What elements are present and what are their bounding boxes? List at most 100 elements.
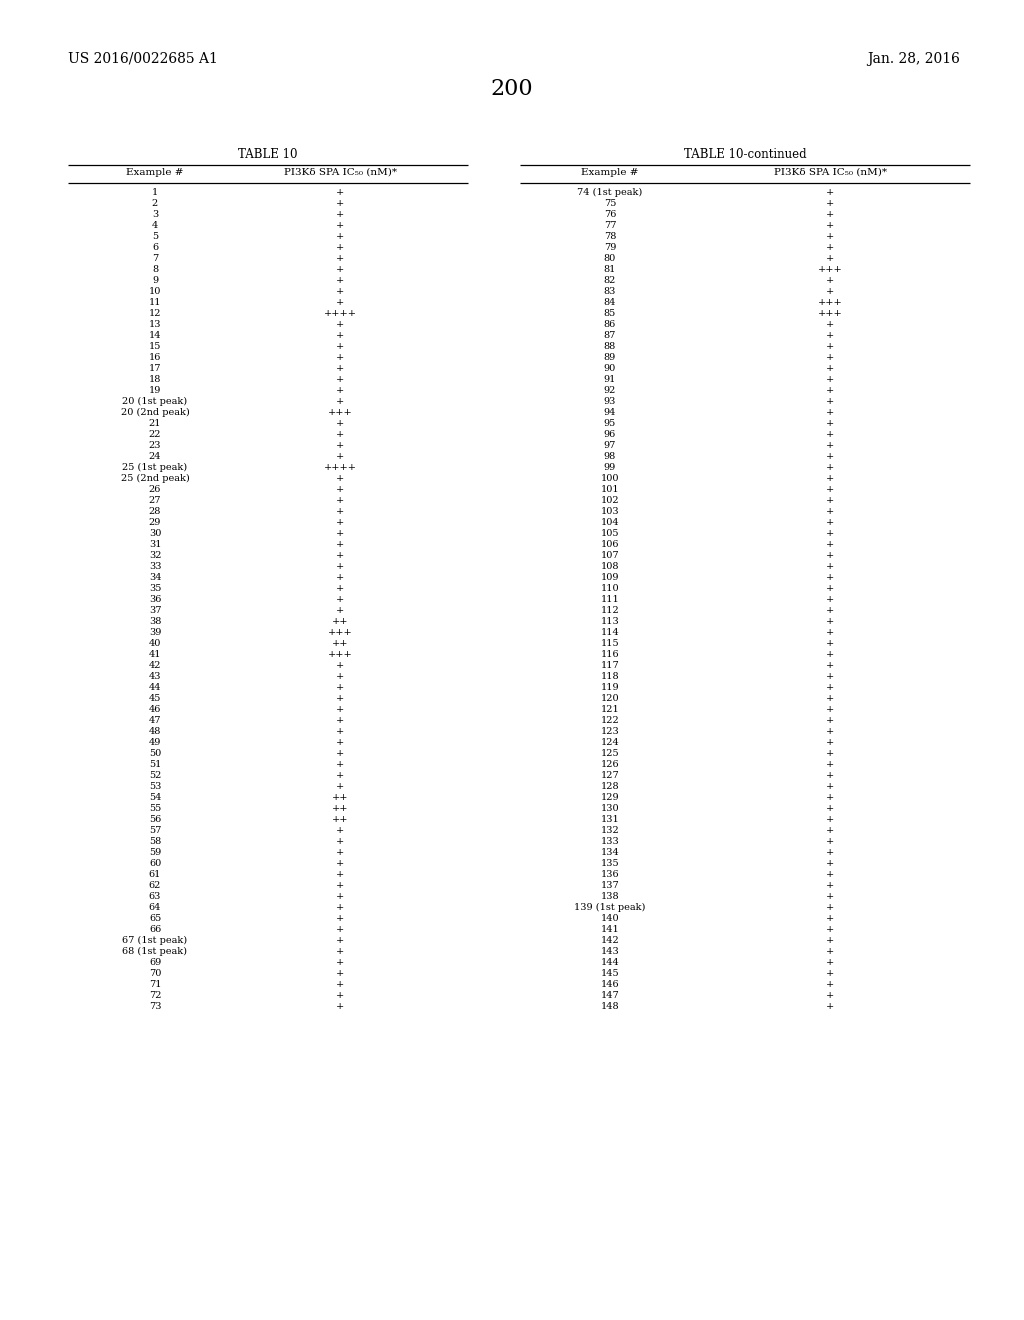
Text: +: + <box>826 979 835 989</box>
Text: +: + <box>336 298 344 308</box>
Text: +++: +++ <box>817 265 843 275</box>
Text: +: + <box>826 682 835 692</box>
Text: +: + <box>826 276 835 285</box>
Text: 4: 4 <box>152 220 158 230</box>
Text: 143: 143 <box>601 946 620 956</box>
Text: 140: 140 <box>601 913 620 923</box>
Text: +: + <box>826 583 835 593</box>
Text: 77: 77 <box>604 220 616 230</box>
Text: +: + <box>826 319 835 329</box>
Text: 50: 50 <box>148 748 161 758</box>
Text: +: + <box>336 474 344 483</box>
Text: +: + <box>336 991 344 1001</box>
Text: 111: 111 <box>601 595 620 605</box>
Text: +: + <box>826 793 835 803</box>
Text: 116: 116 <box>601 649 620 659</box>
Text: 19: 19 <box>148 385 161 395</box>
Text: +: + <box>336 265 344 275</box>
Text: +: + <box>336 540 344 549</box>
Text: 144: 144 <box>601 958 620 968</box>
Text: +: + <box>826 837 835 846</box>
Text: +: + <box>826 628 835 638</box>
Text: 73: 73 <box>148 1002 161 1011</box>
Text: 53: 53 <box>148 781 161 791</box>
Text: +: + <box>826 474 835 483</box>
Text: +: + <box>336 573 344 582</box>
Text: 24: 24 <box>148 451 161 461</box>
Text: 94: 94 <box>604 408 616 417</box>
Text: 70: 70 <box>148 969 161 978</box>
Text: +: + <box>826 661 835 671</box>
Text: +: + <box>336 738 344 747</box>
Text: +: + <box>336 253 344 263</box>
Text: 98: 98 <box>604 451 616 461</box>
Text: 135: 135 <box>601 859 620 869</box>
Text: 69: 69 <box>148 958 161 968</box>
Text: 68 (1st peak): 68 (1st peak) <box>123 946 187 956</box>
Text: 36: 36 <box>148 595 161 605</box>
Text: +: + <box>826 946 835 956</box>
Text: +: + <box>336 880 344 890</box>
Text: 89: 89 <box>604 352 616 362</box>
Text: 133: 133 <box>601 837 620 846</box>
Text: 80: 80 <box>604 253 616 263</box>
Text: 12: 12 <box>148 309 161 318</box>
Text: 44: 44 <box>148 682 161 692</box>
Text: +: + <box>826 606 835 615</box>
Text: 107: 107 <box>601 550 620 560</box>
Text: 87: 87 <box>604 331 616 341</box>
Text: 17: 17 <box>148 364 161 374</box>
Text: +: + <box>336 187 344 197</box>
Text: 63: 63 <box>148 892 161 902</box>
Text: +: + <box>336 232 344 242</box>
Text: +: + <box>826 715 835 725</box>
Text: +: + <box>336 892 344 902</box>
Text: 121: 121 <box>601 705 620 714</box>
Text: +: + <box>826 892 835 902</box>
Text: 122: 122 <box>601 715 620 725</box>
Text: ++: ++ <box>332 639 348 648</box>
Text: +: + <box>336 375 344 384</box>
Text: +: + <box>826 639 835 648</box>
Text: 82: 82 <box>604 276 616 285</box>
Text: PI3Kδ SPA IC₅₀ (nM)*: PI3Kδ SPA IC₅₀ (nM)* <box>284 168 396 177</box>
Text: ++: ++ <box>332 804 348 813</box>
Text: +: + <box>826 969 835 978</box>
Text: 27: 27 <box>148 496 161 506</box>
Text: +: + <box>336 715 344 725</box>
Text: 57: 57 <box>148 826 161 836</box>
Text: +: + <box>336 397 344 407</box>
Text: 30: 30 <box>148 529 161 539</box>
Text: 31: 31 <box>148 540 161 549</box>
Text: 117: 117 <box>601 661 620 671</box>
Text: 71: 71 <box>148 979 161 989</box>
Text: PI3Kδ SPA IC₅₀ (nM)*: PI3Kδ SPA IC₅₀ (nM)* <box>773 168 887 177</box>
Text: 7: 7 <box>152 253 158 263</box>
Text: 112: 112 <box>601 606 620 615</box>
Text: 126: 126 <box>601 760 620 770</box>
Text: +: + <box>826 859 835 869</box>
Text: 99: 99 <box>604 463 616 473</box>
Text: 46: 46 <box>148 705 161 714</box>
Text: +: + <box>336 364 344 374</box>
Text: 18: 18 <box>148 375 161 384</box>
Text: 138: 138 <box>601 892 620 902</box>
Text: 35: 35 <box>148 583 161 593</box>
Text: +: + <box>336 385 344 395</box>
Text: 147: 147 <box>601 991 620 1001</box>
Text: +: + <box>826 771 835 780</box>
Text: 66: 66 <box>148 925 161 935</box>
Text: +: + <box>826 232 835 242</box>
Text: +: + <box>826 441 835 450</box>
Text: +: + <box>336 319 344 329</box>
Text: +: + <box>826 804 835 813</box>
Text: +: + <box>336 484 344 494</box>
Text: 8: 8 <box>152 265 158 275</box>
Text: +: + <box>826 220 835 230</box>
Text: +: + <box>826 331 835 341</box>
Text: +: + <box>336 210 344 219</box>
Text: 26: 26 <box>148 484 161 494</box>
Text: 128: 128 <box>601 781 620 791</box>
Text: +: + <box>826 199 835 209</box>
Text: 83: 83 <box>604 286 616 296</box>
